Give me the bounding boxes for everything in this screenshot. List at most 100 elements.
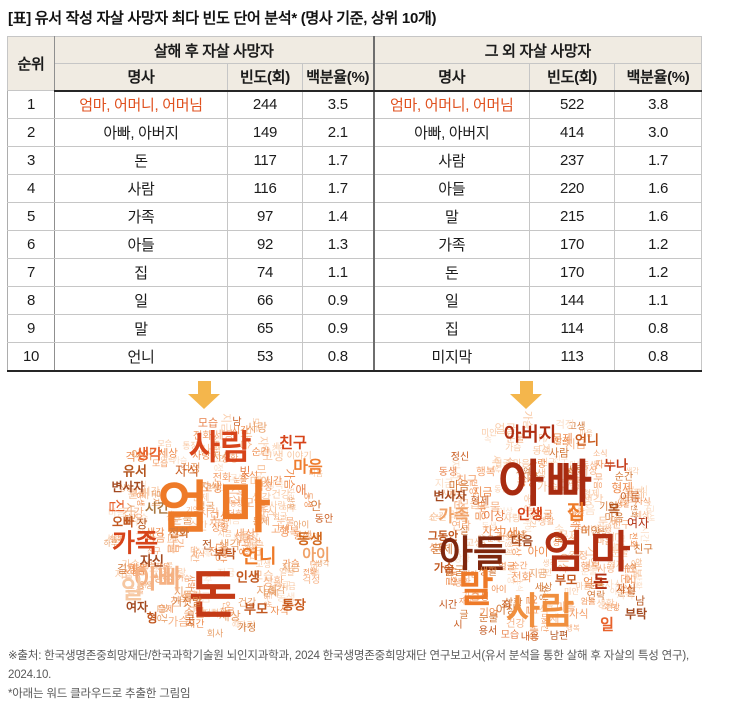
table-row: 9 말 65 0.9 집 114 0.8	[7, 314, 703, 343]
cloud-filler-word: 동생	[481, 522, 497, 532]
cloud-filler-word: 얼굴	[279, 566, 295, 577]
cloud-filler-word: 행복	[156, 562, 170, 572]
cloud-filler-word: 형제	[611, 482, 634, 496]
arrow-shaft	[519, 381, 533, 394]
cloud-filler-word: 모습	[243, 495, 266, 510]
cloud-filler-word: 상황	[552, 536, 569, 547]
cloud-filler-word: 마음	[145, 533, 166, 546]
down-arrow-right-icon	[510, 381, 542, 409]
cloud-filler-word: 소식	[179, 590, 202, 604]
cloud-filler-word: 세상	[634, 510, 650, 521]
cloud-filler-word: 마음	[604, 512, 624, 524]
cloud-word: 유서	[123, 463, 147, 479]
freq-cell-right: 220	[529, 174, 616, 203]
cloud-filler-word: 생각	[617, 495, 638, 508]
cloud-word: 내용	[520, 632, 540, 643]
cloud-filler-word: 생각	[267, 585, 286, 597]
rank-cell: 6	[7, 230, 55, 259]
cloud-filler-word: 순간	[251, 446, 270, 458]
cloud-word: 전화	[168, 527, 190, 540]
cloud-word: 부모	[244, 601, 268, 617]
table-body: 1 엄마, 어머니, 어머님 244 3.5 엄마, 어머니, 어머님 522 3.8 2 아빠…	[7, 90, 703, 372]
cloud-filler-word: 연락	[160, 454, 176, 465]
column-header-pct-left: 백분율(%)	[301, 63, 375, 92]
cloud-filler-word: 소식	[566, 549, 582, 560]
cloud-filler-word: 통장	[182, 441, 199, 452]
cloud-word: 모습	[500, 630, 520, 641]
table-row: 8 일 66 0.9 일 144 1.1	[7, 286, 703, 315]
table-header: 순위 살해 후 자살 사망자 그 외 자살 사망자 명사 빈도(회) 백분율(%…	[7, 36, 703, 92]
cloud-filler-word: 얼굴	[494, 422, 517, 436]
cloud-filler-word: 눈물	[506, 433, 525, 445]
cloud-filler-word: 하루	[103, 539, 119, 549]
cloud-filler-word: 사랑	[305, 532, 321, 542]
cloud-filler-word: 순간	[261, 444, 282, 457]
cloud-filler-word: 문제	[127, 486, 150, 501]
pct-cell-left: 0.9	[301, 314, 375, 343]
cloud-filler-word: 사랑	[567, 465, 586, 477]
cloud-filler-word: 건강	[506, 619, 525, 631]
cloud-word: 아이	[302, 546, 330, 564]
column-header-noun-left: 명사	[54, 63, 228, 92]
cloud-filler-word: 세상	[218, 609, 241, 624]
cloud-filler-word: 동생	[517, 476, 537, 489]
cloud-filler-word: 걱정	[448, 510, 470, 523]
cloud-filler-word: 건강	[237, 597, 257, 609]
cloud-filler-word: 미안	[537, 567, 553, 577]
cloud-word: 돈	[189, 567, 237, 625]
noun-cell-right: 사람	[372, 146, 531, 175]
cloud-filler-word: 이상	[579, 466, 598, 478]
cloud-filler-word: 사랑	[169, 567, 187, 578]
cloud-word: 아빠	[134, 564, 182, 594]
cloud-filler-word: 전화	[225, 509, 245, 521]
column-header-pct-right: 백분율(%)	[614, 63, 703, 92]
cloud-filler-word: 세상	[158, 447, 178, 460]
cloud-filler-word: 문제	[158, 604, 174, 614]
column-header-rank: 순위	[7, 36, 55, 91]
cloud-filler-word: 고생	[470, 592, 489, 604]
table-row: 1 엄마, 어머니, 어머님 244 3.5 엄마, 어머니, 어머님 522 3.8	[7, 90, 703, 119]
cloud-word: 돈	[593, 572, 609, 592]
freq-cell-left: 117	[227, 146, 303, 175]
cloud-filler-word: 기억	[515, 466, 531, 476]
cloud-filler-word: 세상	[281, 564, 297, 574]
cloud-filler-word: 이상	[495, 604, 517, 617]
cloud-filler-word: 가슴	[447, 490, 466, 502]
rank-cell: 10	[7, 342, 55, 372]
cloud-word: 길	[552, 531, 564, 544]
cloud-filler-word: 자식	[255, 505, 278, 520]
cloud-filler-word: 아이	[642, 500, 652, 515]
cloud-filler-word: 시간	[141, 486, 161, 498]
cloud-filler-word: 이상	[497, 506, 513, 516]
cloud-word: 집	[107, 498, 124, 514]
cloud-filler-word: 걱정	[569, 550, 588, 562]
cloud-filler-word: 전화	[208, 546, 228, 558]
cloud-filler-word: 생활	[538, 516, 555, 527]
cloud-word: 곳	[184, 614, 196, 627]
cloud-word: 빚	[239, 465, 251, 479]
cloud-filler-word: 자식	[603, 579, 624, 592]
figure-title: [표] 유서 작성 자살 사망자 최다 빈도 단어 분석* (명사 기준, 상위…	[8, 10, 437, 27]
cloud-filler-word: 고생	[202, 482, 223, 495]
cloud-filler-word: 기억	[616, 590, 634, 601]
cloud-filler-word: 걱정	[302, 575, 321, 587]
cloud-word: 가정	[237, 623, 257, 634]
cloud-word: 부탁	[213, 547, 237, 561]
wordcloud-right: 가슴 소식 상황 속 자식 문제 지금 지금 순간 건강 기억 동생 행복 가슴 속 눈물 마음 눈물 행복 마음 눈물…	[418, 410, 668, 643]
rank-cell: 8	[7, 286, 55, 315]
column-header-noun-right: 명사	[372, 63, 531, 92]
cloud-word: 자신	[615, 583, 637, 596]
cloud-filler-word: 행복	[566, 623, 580, 633]
cloud-word: 집	[566, 502, 586, 524]
cloud-filler-word: 사랑	[192, 451, 211, 463]
cloud-filler-word: 친구	[553, 455, 568, 465]
cloud-word: 전	[201, 539, 213, 552]
cloud-filler-word: 행복	[127, 563, 149, 576]
cloud-filler-word: 세상	[272, 442, 286, 451]
cloud-filler-word: 형제	[606, 559, 626, 571]
cloud-word: 아들	[438, 533, 508, 575]
cloud-filler-word: 지금	[233, 534, 252, 546]
cloud-filler-word: 마음	[556, 601, 576, 614]
table-row: 7 집 74 1.1 돈 170 1.2	[7, 258, 703, 287]
noun-cell-right: 아빠, 아버지	[372, 118, 531, 147]
